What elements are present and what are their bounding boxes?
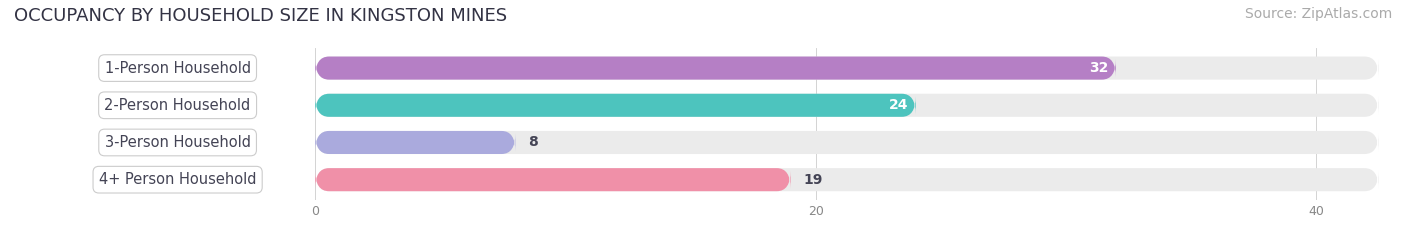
FancyBboxPatch shape: [315, 168, 790, 191]
FancyBboxPatch shape: [315, 94, 915, 117]
FancyBboxPatch shape: [315, 131, 1378, 154]
Text: 19: 19: [803, 173, 823, 187]
FancyBboxPatch shape: [315, 94, 1378, 117]
Text: 32: 32: [1088, 61, 1108, 75]
FancyBboxPatch shape: [315, 57, 1116, 80]
Text: 2-Person Household: 2-Person Household: [104, 98, 250, 113]
FancyBboxPatch shape: [315, 57, 1378, 80]
Text: 8: 8: [527, 135, 537, 150]
Text: 24: 24: [889, 98, 908, 112]
Text: 4+ Person Household: 4+ Person Household: [98, 172, 256, 187]
Text: 3-Person Household: 3-Person Household: [104, 135, 250, 150]
Text: OCCUPANCY BY HOUSEHOLD SIZE IN KINGSTON MINES: OCCUPANCY BY HOUSEHOLD SIZE IN KINGSTON …: [14, 7, 508, 25]
Text: Source: ZipAtlas.com: Source: ZipAtlas.com: [1244, 7, 1392, 21]
Text: 1-Person Household: 1-Person Household: [104, 61, 250, 75]
FancyBboxPatch shape: [315, 168, 1378, 191]
FancyBboxPatch shape: [315, 131, 516, 154]
